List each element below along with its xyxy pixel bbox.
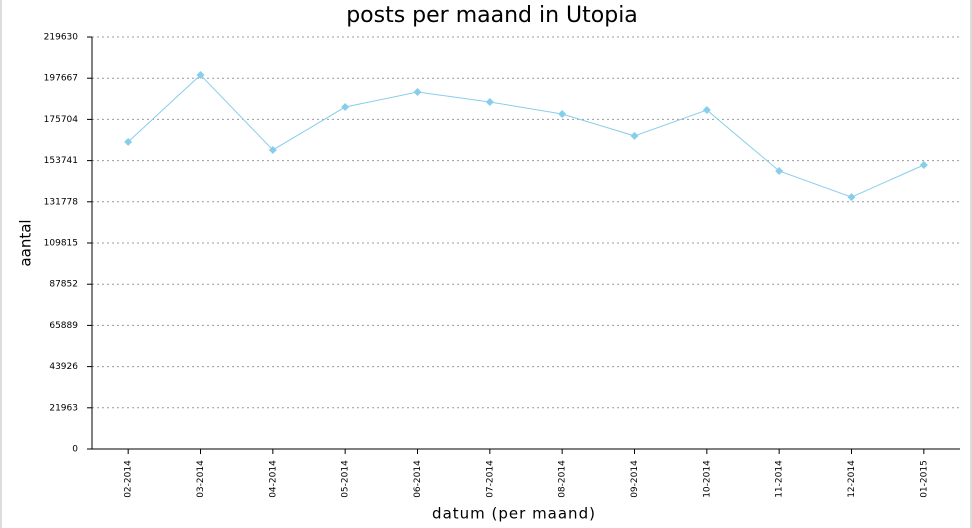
series-line [127,74,925,198]
x-tick-label: 04-2014 [268,460,278,498]
chart-title: posts per maand in Utopia [346,3,638,28]
y-tick-label: 87852 [49,280,78,290]
data-point [413,88,422,97]
y-tick-label: 43926 [49,362,78,372]
x-axis-label: datum (per maand) [432,505,596,523]
y-tick-label: 109815 [44,239,78,249]
x-tick-label: 07-2014 [485,460,495,498]
data-point [558,109,567,118]
data-point [485,97,494,106]
data-point [775,166,784,175]
x-tick-label: 12-2014 [847,460,857,498]
data-point [630,131,639,140]
x-tick-label: 08-2014 [558,460,568,498]
data-point [268,145,277,154]
x-tick-label: 01-2015 [919,460,929,498]
y-tick-label: 0 [72,445,78,455]
y-tick-label: 65889 [49,321,78,331]
data-point [702,106,711,115]
y-tick-label: 21963 [49,403,78,413]
y-tick-label: 219630 [44,33,79,43]
y-tick-label: 175704 [44,115,79,125]
y-tick-label: 197667 [44,74,78,84]
data-point [341,103,350,112]
x-tick-label: 02-2014 [124,460,134,498]
x-tick-label: 11-2014 [775,460,785,498]
x-tick-label: 06-2014 [413,460,423,498]
data-point [919,160,928,169]
y-axis-label: aantal [17,219,35,266]
x-tick-label: 05-2014 [341,460,351,498]
x-tick-label: 09-2014 [630,460,640,498]
y-tick-label: 153741 [44,156,78,166]
x-tick-label: 03-2014 [196,460,206,498]
x-tick-label: 10-2014 [702,460,712,498]
y-tick-label: 131778 [44,197,79,207]
data-point [847,193,856,202]
data-point [196,70,205,79]
data-point [124,137,133,146]
